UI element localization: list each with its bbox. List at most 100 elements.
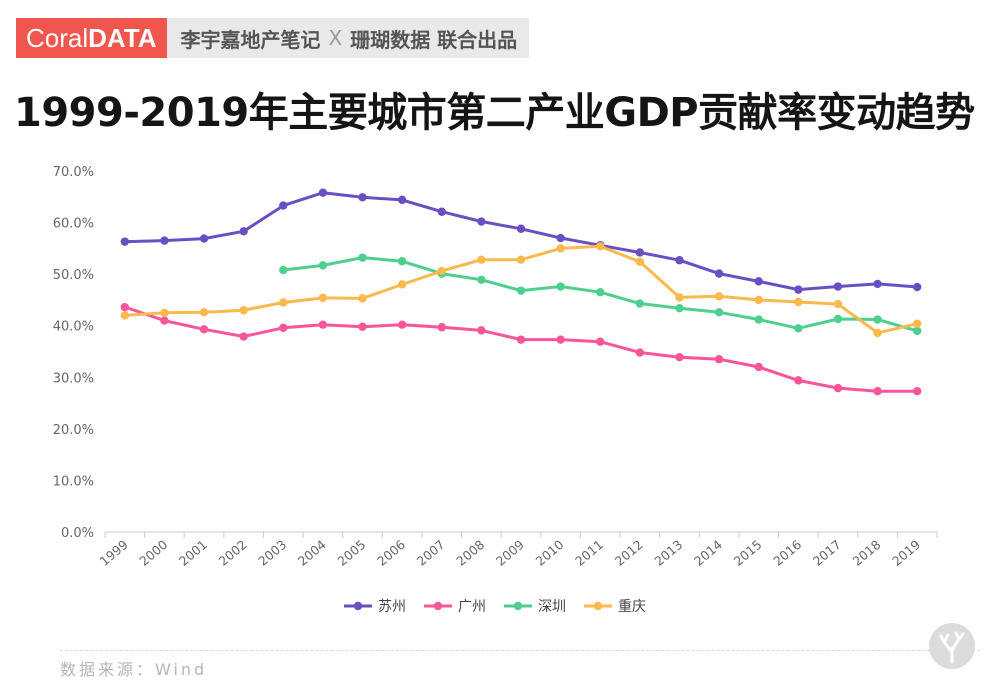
- data-point: [912, 319, 922, 328]
- data-point: [754, 277, 763, 286]
- data-point: [635, 348, 645, 357]
- coraldata-logo: Coral DATA: [16, 18, 167, 58]
- data-point: [318, 261, 328, 270]
- data-point: [635, 257, 645, 266]
- data-point: [477, 255, 486, 264]
- y-tick-label: 60.0%: [53, 217, 94, 232]
- data-point: [477, 275, 486, 285]
- data-point: [833, 383, 843, 393]
- data-point: [160, 236, 169, 245]
- data-point: [675, 256, 684, 265]
- data-point: [873, 279, 882, 289]
- x-tick-label: 2006: [374, 537, 408, 569]
- series-line-0: [123, 191, 919, 292]
- data-point: [437, 207, 446, 216]
- data-point: [556, 282, 565, 291]
- data-point: [912, 326, 922, 336]
- data-point: [754, 315, 763, 324]
- y-tick-label: 30.0%: [53, 371, 94, 386]
- x-tick-label: 2007: [414, 537, 448, 569]
- data-point: [675, 352, 684, 362]
- x-tick-label: 2019: [889, 537, 923, 569]
- y-tick-label: 20.0%: [53, 423, 94, 438]
- data-point: [912, 387, 922, 396]
- data-point: [397, 280, 407, 289]
- data-point: [714, 292, 724, 301]
- data-point: [358, 322, 367, 331]
- data-point: [516, 255, 526, 264]
- x-tick-label: 2005: [334, 537, 368, 569]
- data-point: [596, 337, 605, 346]
- data-point: [318, 293, 328, 303]
- data-point: [477, 217, 486, 226]
- data-point: [556, 244, 565, 253]
- legend-label: 重庆: [618, 599, 646, 615]
- data-point: [794, 324, 803, 333]
- data-point: [833, 282, 843, 291]
- data-point: [397, 257, 407, 266]
- data-point: [516, 286, 526, 295]
- x-tick-label: 2016: [770, 537, 804, 569]
- x-tick-label: 2008: [453, 537, 487, 569]
- data-point: [239, 227, 248, 236]
- x-tick-label: 2014: [691, 537, 725, 569]
- data-point: [556, 233, 565, 243]
- data-point: [556, 335, 565, 344]
- brand-bar: Coral DATA 李宇嘉地产笔记 X 珊瑚数据 联合出品: [16, 18, 530, 58]
- data-point: [714, 269, 724, 278]
- data-point: [397, 195, 407, 205]
- data-point: [833, 314, 843, 324]
- collab-right: 珊瑚数据 联合出品: [350, 27, 518, 52]
- x-tick-label: 2009: [493, 537, 527, 569]
- data-point: [199, 308, 209, 317]
- legend-swatch-dot: [353, 601, 363, 611]
- data-point: [635, 248, 645, 257]
- legend-swatch-dot: [513, 601, 523, 611]
- x-tick-label: 2013: [651, 537, 685, 569]
- data-point: [437, 323, 446, 332]
- data-point: [239, 332, 248, 341]
- y-tick-label: 40.0%: [53, 320, 94, 335]
- x-tick-label: 1999: [97, 537, 131, 569]
- legend-label: 广州: [458, 599, 486, 615]
- x-tick-label: 2012: [612, 537, 646, 569]
- data-point: [516, 224, 526, 233]
- x-tick-label: 2011: [572, 537, 606, 569]
- data-point: [160, 316, 169, 325]
- data-point: [279, 201, 288, 210]
- data-point: [873, 328, 882, 338]
- legend-swatch-dot: [593, 601, 603, 611]
- x-tick-label: 2010: [533, 537, 567, 569]
- data-point: [714, 308, 724, 317]
- legend-swatch-dot: [433, 601, 443, 611]
- data-point: [912, 282, 922, 292]
- data-point: [437, 266, 446, 276]
- data-point: [358, 253, 367, 262]
- data-point: [675, 303, 684, 313]
- data-point: [794, 376, 803, 385]
- x-tick-label: 2002: [216, 537, 250, 569]
- y-tick-label: 10.0%: [53, 474, 94, 489]
- data-point: [873, 315, 882, 324]
- data-source: 数据来源：Wind: [60, 660, 208, 679]
- data-point: [477, 326, 486, 335]
- data-point: [239, 306, 248, 315]
- chart-title: 1999-2019年主要城市第二产业GDP贡献率变动趋势: [14, 90, 975, 136]
- legend-label: 苏州: [378, 599, 406, 615]
- x-tick-label: 2001: [176, 537, 210, 569]
- x-tick-label: 2004: [295, 537, 329, 569]
- collab-tag: 李宇嘉地产笔记 X 珊瑚数据 联合出品: [166, 18, 530, 58]
- legend-label: 深圳: [538, 599, 566, 615]
- data-point: [596, 287, 605, 297]
- data-point: [279, 265, 288, 275]
- coral-branch-icon: [929, 623, 975, 669]
- data-point: [794, 297, 803, 307]
- x-tick-label: 2018: [849, 537, 883, 569]
- collab-left: 李宇嘉地产笔记: [180, 27, 321, 52]
- data-point: [675, 293, 684, 302]
- y-tick-label: 70.0%: [53, 165, 94, 180]
- brand-logo-bold: DATA: [88, 22, 157, 53]
- data-point: [160, 308, 169, 318]
- data-point: [714, 355, 724, 364]
